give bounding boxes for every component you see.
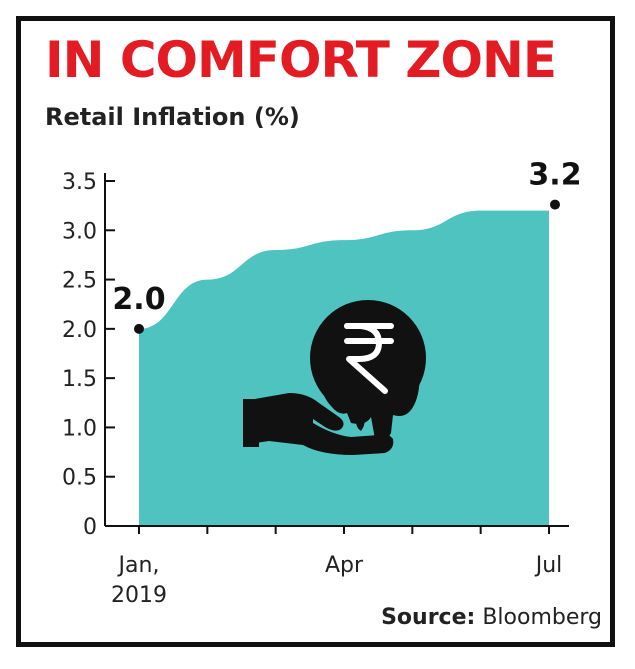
data-label: 2.0 bbox=[112, 282, 165, 317]
y-tick-label: 2.5 bbox=[62, 269, 97, 294]
x-tick-label: Jan, bbox=[117, 553, 160, 578]
x-tick-label: 2019 bbox=[111, 583, 167, 608]
source-name: Bloomberg bbox=[482, 605, 602, 630]
chart-title: IN COMFORT ZONE bbox=[45, 31, 557, 89]
y-axis: 0 0.5 1.0 1.5 2.0 2.5 3.0 3.5 bbox=[62, 170, 115, 540]
y-tick-label: 2.0 bbox=[62, 318, 97, 343]
x-axis: Jan, 2019 Apr Jul bbox=[105, 525, 569, 608]
y-tick-label: 3.5 bbox=[62, 170, 97, 195]
y-tick-label: 1.5 bbox=[62, 367, 97, 392]
y-tick-label: 0.5 bbox=[62, 466, 97, 491]
rupee-melting-in-hand-icon bbox=[243, 300, 426, 455]
y-tick-label: 1.0 bbox=[62, 416, 97, 441]
x-tick-label: Jul bbox=[534, 553, 563, 578]
inflation-chart: 0 0.5 1.0 1.5 2.0 2.5 3.0 3.5 Jan, 2019 Apr Jul 2.… bbox=[62, 158, 582, 608]
data-point-marker bbox=[134, 323, 144, 334]
y-tick-label: 0 bbox=[83, 515, 97, 540]
chart-subtitle: Retail Inflation (%) bbox=[45, 103, 300, 131]
source-label: Source: bbox=[381, 605, 476, 630]
annotation-layer: 2.0 3.2 bbox=[112, 158, 582, 334]
chart-frame: IN COMFORT ZONE Retail Inflation (%) 0 0.… bbox=[16, 16, 615, 647]
source-note: Source: Bloomberg bbox=[381, 605, 602, 630]
x-tick-label: Apr bbox=[325, 553, 364, 578]
y-tick-label: 3.0 bbox=[62, 219, 97, 244]
data-point-marker bbox=[550, 199, 560, 210]
data-label: 3.2 bbox=[528, 158, 581, 193]
